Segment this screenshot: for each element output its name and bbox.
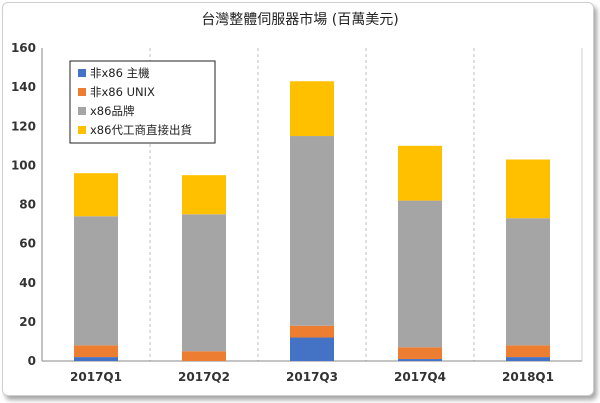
x-tick-label: 2017Q1 <box>70 370 122 384</box>
y-tick-label: 160 <box>11 41 36 55</box>
y-tick-label: 100 <box>11 158 36 172</box>
bar-segment-series-2 <box>398 200 442 348</box>
y-tick-label: 20 <box>19 315 36 329</box>
bar-segment-series-0 <box>506 357 550 361</box>
chart-title: 台灣整體伺服器市場 (百萬美元) <box>201 11 398 28</box>
bar-segment-series-0 <box>290 337 334 361</box>
y-axis-ticks: 0 20 40 60 80 100 120 140 160 <box>11 41 36 368</box>
bar-segment-series-3 <box>74 173 118 217</box>
bar-segment-series-2 <box>290 136 334 326</box>
bar-segment-series-2 <box>506 218 550 346</box>
y-tick-label: 80 <box>19 198 36 212</box>
legend-label: 非x86 主機 <box>90 66 150 80</box>
y-tick-label: 120 <box>11 119 36 133</box>
bar-segment-series-0 <box>398 359 442 361</box>
bar-segment-series-1 <box>74 345 118 358</box>
x-tick-label: 2017Q2 <box>178 370 230 384</box>
legend-label: x86代工商直接出貨 <box>90 123 192 137</box>
x-tick-label: 2017Q4 <box>394 370 446 384</box>
bar-segment-series-1 <box>290 325 334 338</box>
legend-label: x86品牌 <box>90 104 134 118</box>
bar-segment-series-3 <box>398 145 442 201</box>
grid-lines <box>149 48 475 361</box>
bar-segment-series-3 <box>182 175 226 215</box>
bar-segment-series-3 <box>290 81 334 137</box>
y-tick-label: 40 <box>19 276 36 290</box>
legend-swatch <box>78 107 86 115</box>
legend-label: 非x86 UNIX <box>90 85 155 99</box>
x-tick-label: 2017Q3 <box>286 370 338 384</box>
bar-segment-series-1 <box>506 345 550 358</box>
bar-segment-series-2 <box>182 214 226 352</box>
legend-box <box>69 60 216 144</box>
bars <box>74 81 550 361</box>
y-tick-label: 0 <box>28 354 36 368</box>
legend-swatch <box>78 126 86 134</box>
bar-segment-series-1 <box>182 351 226 361</box>
x-tick-label: 2018Q1 <box>502 370 554 384</box>
x-axis-ticks: 2017Q1 2017Q2 2017Q3 2017Q4 2018Q1 <box>70 370 554 384</box>
bar-segment-series-3 <box>506 159 550 219</box>
bar-segment-series-2 <box>74 216 118 346</box>
bar-segment-series-1 <box>398 347 442 360</box>
y-tick-label: 140 <box>11 80 36 94</box>
bar-segment-series-0 <box>74 357 118 361</box>
legend-swatch <box>78 88 86 96</box>
y-tick-label: 60 <box>19 237 36 251</box>
legend-swatch <box>78 69 86 77</box>
